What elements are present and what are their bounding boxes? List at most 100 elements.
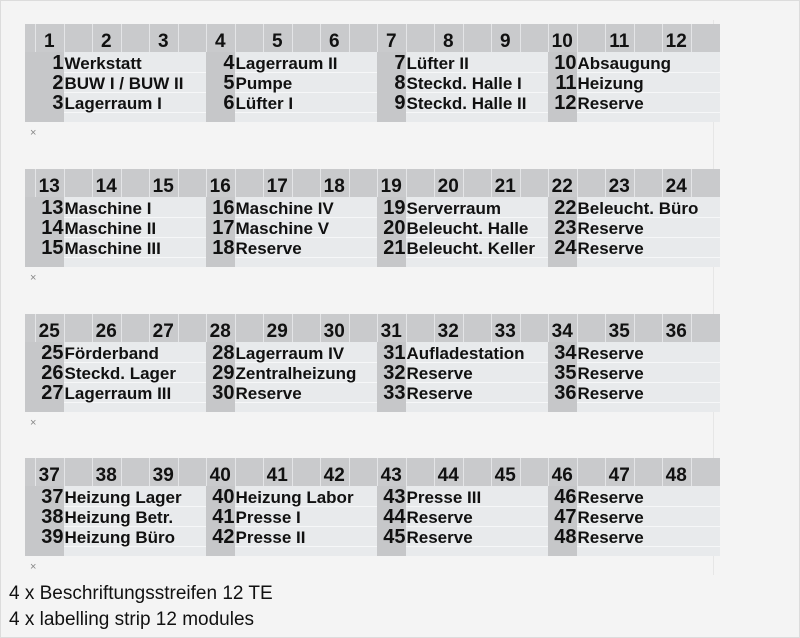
circuit-number: 3 <box>52 92 64 114</box>
circuit-label: Heizung Betr. <box>64 508 174 527</box>
module-number: 23 <box>608 176 630 197</box>
module-number: 32 <box>437 321 459 342</box>
number-column <box>25 486 64 556</box>
module-cell <box>348 458 378 486</box>
module-number: 13 <box>38 176 60 197</box>
cut-mark-icon: × <box>30 417 37 429</box>
module-number: 18 <box>323 176 345 197</box>
circuit-label: Beleucht. Büro <box>577 199 699 218</box>
module-cell <box>462 169 492 197</box>
circuit-label: Presse III <box>406 488 482 507</box>
row-divider <box>25 92 720 93</box>
module-cell <box>405 314 435 342</box>
module-cell <box>519 24 549 52</box>
circuit-number: 22 <box>554 197 577 219</box>
circuit-label: Beleucht. Keller <box>406 239 536 258</box>
module-cell <box>662 169 691 197</box>
circuit-number: 12 <box>554 92 577 114</box>
circuit-label: Reserve <box>235 384 302 403</box>
circuit-label: Lagerraum IV <box>235 344 345 363</box>
strip-header: 13 14 15 16 17 18 19 20 21 22 23 24 <box>25 169 720 197</box>
circuit-number: 31 <box>383 342 406 364</box>
circuit-label: Werkstatt <box>64 54 142 73</box>
module-cell <box>690 24 720 52</box>
row-divider <box>25 506 720 507</box>
number-column <box>377 342 406 412</box>
module-number: 36 <box>665 321 687 342</box>
module-cell <box>149 314 178 342</box>
module-cell <box>377 169 406 197</box>
circuit-number: 2 <box>52 72 64 94</box>
module-cell <box>462 24 492 52</box>
circuit-label: Maschine V <box>235 219 330 238</box>
module-cell <box>92 24 121 52</box>
module-cell <box>63 314 93 342</box>
row-divider <box>25 546 720 547</box>
module-cell <box>690 458 720 486</box>
circuit-number: 13 <box>41 197 64 219</box>
module-number: 24 <box>665 176 687 197</box>
circuit-label: Heizung Labor <box>235 488 354 507</box>
module-number: 28 <box>209 321 231 342</box>
number-column <box>25 342 64 412</box>
module-cell <box>348 314 378 342</box>
module-cell <box>320 169 349 197</box>
circuit-number: 23 <box>554 217 577 239</box>
number-column <box>206 486 235 556</box>
module-cell <box>320 314 349 342</box>
module-cell <box>434 24 463 52</box>
module-cell <box>548 169 577 197</box>
number-column <box>548 52 577 122</box>
circuit-number: 43 <box>383 486 406 508</box>
circuit-number: 47 <box>554 506 577 528</box>
module-cell <box>633 169 663 197</box>
module-cell <box>491 169 520 197</box>
module-number: 41 <box>266 465 288 486</box>
circuit-number: 11 <box>555 72 577 94</box>
circuit-label: Serverraum <box>406 199 502 218</box>
circuit-number: 17 <box>212 217 235 239</box>
module-number: 30 <box>323 321 345 342</box>
cut-mark-icon: × <box>30 561 37 573</box>
module-cell <box>576 458 606 486</box>
module-number: 5 <box>271 31 283 52</box>
labelling-strip: 37 38 39 40 41 42 43 44 45 46 47 48 37 Heizung Lager 3… <box>25 458 720 566</box>
circuit-number: 46 <box>554 486 577 508</box>
number-column <box>548 197 577 267</box>
module-number: 44 <box>437 465 459 486</box>
circuit-label: BUW I / BUW II <box>64 74 184 93</box>
circuit-number: 4 <box>223 52 235 74</box>
module-number: 46 <box>551 465 573 486</box>
module-number: 34 <box>551 321 573 342</box>
module-cell <box>206 458 235 486</box>
circuit-number: 40 <box>212 486 235 508</box>
module-cell <box>548 24 577 52</box>
circuit-label: Reserve <box>577 528 644 547</box>
module-cell <box>519 169 549 197</box>
module-cell <box>605 24 634 52</box>
module-cell <box>35 458 64 486</box>
module-number: 45 <box>494 465 516 486</box>
circuit-label: Reserve <box>406 364 473 383</box>
module-cell <box>234 169 264 197</box>
circuit-label: Maschine II <box>64 219 157 238</box>
circuit-number: 19 <box>383 197 406 219</box>
circuit-label: Reserve <box>235 239 302 258</box>
module-cell <box>149 169 178 197</box>
module-number: 38 <box>95 465 117 486</box>
module-number: 19 <box>380 176 402 197</box>
module-cell <box>633 314 663 342</box>
module-cell <box>234 458 264 486</box>
module-number: 33 <box>494 321 516 342</box>
module-cell <box>491 314 520 342</box>
module-cell <box>120 458 150 486</box>
circuit-label: Reserve <box>577 384 644 403</box>
module-cell <box>177 24 207 52</box>
module-cell <box>120 314 150 342</box>
module-number: 39 <box>152 465 174 486</box>
module-cell <box>434 314 463 342</box>
circuit-number: 45 <box>383 526 406 548</box>
module-cell <box>633 24 663 52</box>
module-cell <box>35 314 64 342</box>
module-cell <box>92 169 121 197</box>
